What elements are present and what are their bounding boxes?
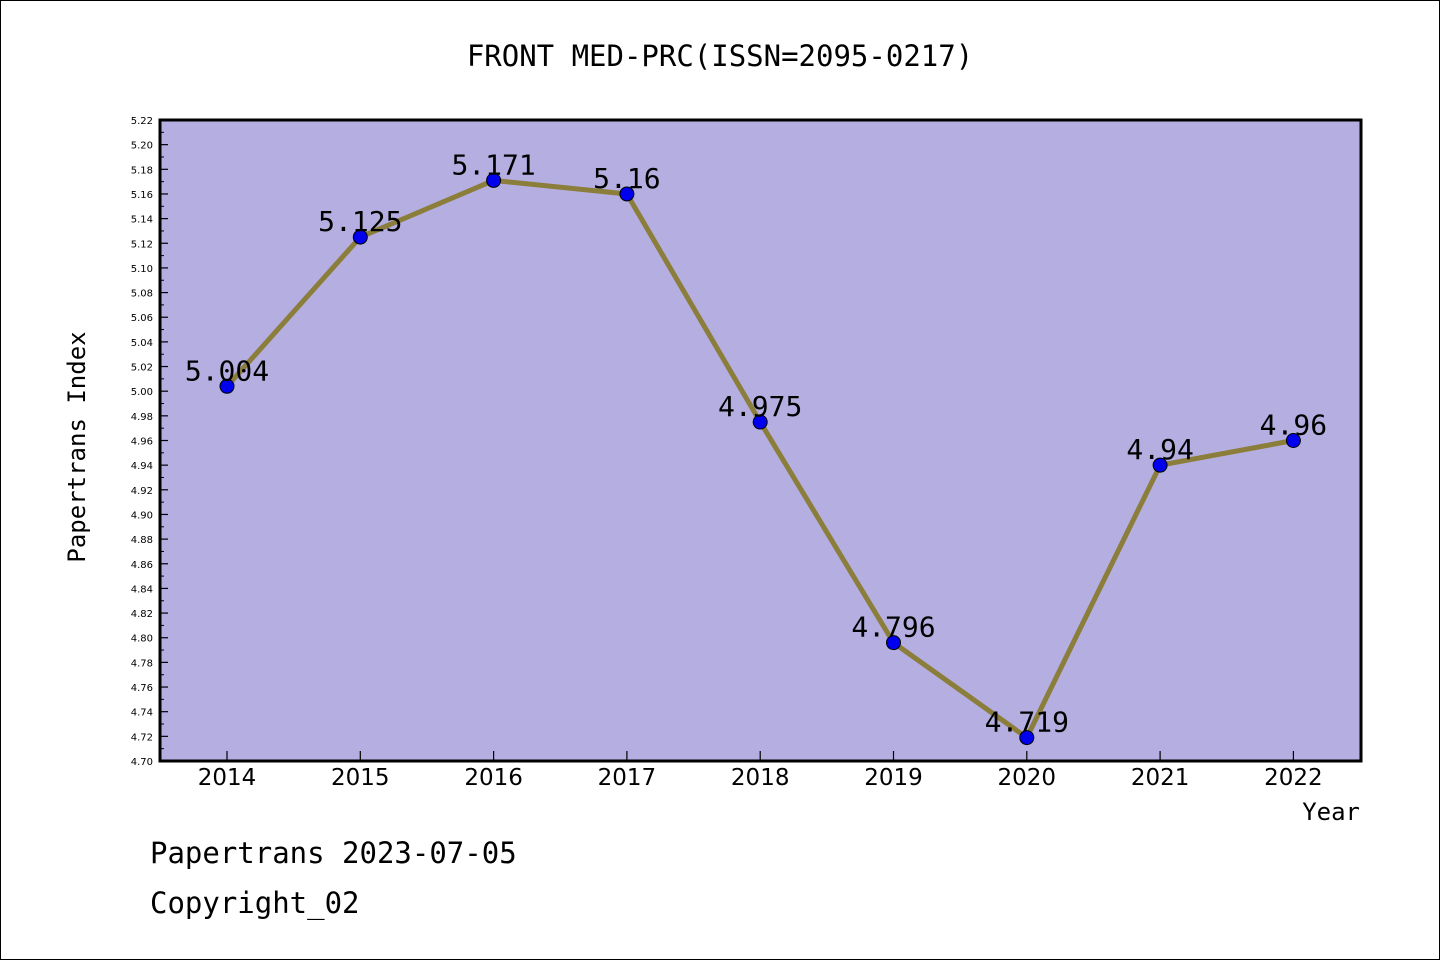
data-point bbox=[352, 229, 368, 245]
y-tick-label: 5.14 bbox=[131, 215, 153, 226]
y-tick-label: 4.72 bbox=[131, 732, 153, 743]
y-tick-label: 4.76 bbox=[131, 683, 153, 694]
y-tick-label: 4.96 bbox=[131, 437, 153, 448]
x-tick-label: 2019 bbox=[864, 765, 923, 791]
y-tick-label: 5.02 bbox=[131, 363, 153, 374]
x-tick-label: 2020 bbox=[998, 765, 1057, 791]
y-tick-label: 5.18 bbox=[131, 165, 153, 176]
x-tick-label: 2015 bbox=[331, 765, 390, 791]
y-tick-label: 5.16 bbox=[131, 190, 153, 201]
data-markers bbox=[219, 172, 1301, 746]
y-tick-label: 4.78 bbox=[131, 658, 153, 669]
data-point bbox=[886, 635, 901, 651]
data-point bbox=[1285, 433, 1301, 448]
y-tick-label: 4.84 bbox=[131, 584, 153, 595]
x-tick-label: 2016 bbox=[464, 765, 523, 791]
data-label: 4.719 bbox=[985, 706, 1069, 739]
data-label: 5.171 bbox=[451, 148, 535, 181]
data-label: 5.125 bbox=[318, 205, 402, 238]
x-axis: 2014 2015 2016 2017 2018 2019 2020 2021 2022 bbox=[198, 751, 1323, 791]
x-tick-label: 2022 bbox=[1264, 765, 1323, 791]
data-label: 4.94 bbox=[1126, 433, 1193, 466]
data-label: 4.96 bbox=[1260, 409, 1327, 442]
y-tick-label: 5.06 bbox=[131, 313, 153, 324]
footer-copyright: Copyright_02 bbox=[150, 886, 360, 920]
y-tick-label: 4.98 bbox=[131, 412, 153, 423]
y-tick-label: 5.00 bbox=[131, 387, 153, 398]
data-label: 5.16 bbox=[593, 162, 660, 195]
data-point bbox=[1019, 730, 1035, 746]
y-tick-label: 4.90 bbox=[131, 510, 153, 521]
y-tick-label: 4.94 bbox=[131, 461, 153, 472]
x-tick-label: 2017 bbox=[598, 765, 657, 791]
data-label: 4.975 bbox=[718, 390, 802, 423]
y-tick-label: 5.08 bbox=[131, 289, 153, 300]
y-tick-label: 5.12 bbox=[131, 239, 153, 250]
y-axis-label: Papertrans Index bbox=[63, 331, 91, 562]
plot-area bbox=[158, 118, 1363, 763]
x-tick-label: 2018 bbox=[731, 765, 790, 791]
data-point bbox=[219, 378, 235, 394]
y-tick-label: 5.10 bbox=[131, 264, 153, 275]
data-label: 4.796 bbox=[851, 611, 935, 644]
y-tick-label: 4.80 bbox=[131, 634, 153, 645]
y-tick-label: 4.82 bbox=[131, 609, 153, 620]
data-labels: 5.004 5.125 5.171 5.16 4.975 4.796 4.719 4.94 4.… bbox=[185, 148, 1327, 738]
y-axis: 4.70 4.72 4.74 4.76 4.78 4.80 4.82 4.84 4.86 4.88… bbox=[131, 116, 168, 768]
y-tick-label: 4.74 bbox=[131, 708, 153, 719]
data-point bbox=[1152, 457, 1168, 473]
x-tick-label: 2014 bbox=[198, 765, 257, 791]
y-tick-label: 4.86 bbox=[131, 560, 153, 571]
x-tick-label: 2021 bbox=[1131, 765, 1190, 791]
y-tick-label: 4.70 bbox=[131, 757, 153, 768]
data-point bbox=[752, 414, 768, 430]
y-tick-label: 4.88 bbox=[131, 535, 153, 546]
chart-title: FRONT MED-PRC(ISSN=2095-0217) bbox=[467, 39, 973, 73]
data-label: 5.004 bbox=[185, 354, 269, 387]
y-tick-label: 4.92 bbox=[131, 486, 153, 497]
y-tick-label: 5.04 bbox=[131, 338, 153, 349]
y-tick-label: 5.22 bbox=[131, 116, 153, 127]
data-point bbox=[619, 186, 635, 202]
data-point bbox=[486, 172, 502, 188]
y-tick-label: 5.20 bbox=[131, 141, 153, 152]
footer-date: Papertrans 2023-07-05 bbox=[150, 836, 517, 870]
x-axis-label: Year bbox=[1302, 798, 1360, 826]
